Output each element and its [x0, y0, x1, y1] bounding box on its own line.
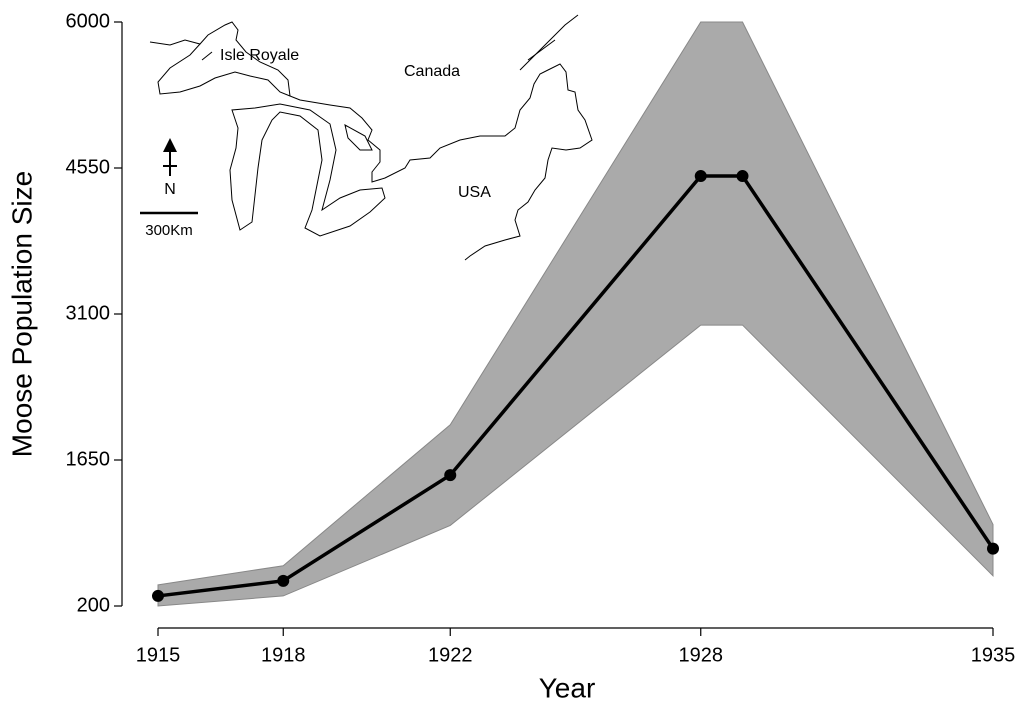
point	[277, 574, 290, 587]
x-tick-label: 1918	[261, 644, 306, 666]
y-tick-label: 4550	[66, 156, 111, 178]
x-tick-label: 1915	[136, 644, 181, 666]
y-axis-title: Moose Population Size	[6, 171, 37, 457]
y-tick-label: 200	[77, 594, 110, 616]
y-tick-label: 1650	[66, 448, 111, 470]
y-tick-label: 3100	[66, 302, 111, 324]
map-label: USA	[458, 184, 491, 201]
north-label: N	[164, 181, 176, 198]
point	[987, 542, 999, 555]
inset-map: Isle Royale Canada USA N 300Km	[140, 14, 593, 261]
point	[736, 170, 749, 183]
x-tick-label: 1935	[971, 644, 1016, 666]
x-tick-label: 1922	[428, 644, 473, 666]
scale-label: 300Km	[145, 222, 193, 239]
x-axis-title: Year	[539, 672, 596, 703]
point	[152, 589, 164, 602]
line	[157, 174, 995, 598]
point	[694, 170, 707, 183]
map-label: Canada	[404, 63, 460, 80]
confidence-band	[157, 21, 994, 607]
map-label: Isle Royale	[220, 47, 299, 64]
x-tick-label: 1928	[679, 644, 724, 666]
y-tick-label: 6000	[66, 10, 111, 32]
point	[444, 469, 457, 482]
